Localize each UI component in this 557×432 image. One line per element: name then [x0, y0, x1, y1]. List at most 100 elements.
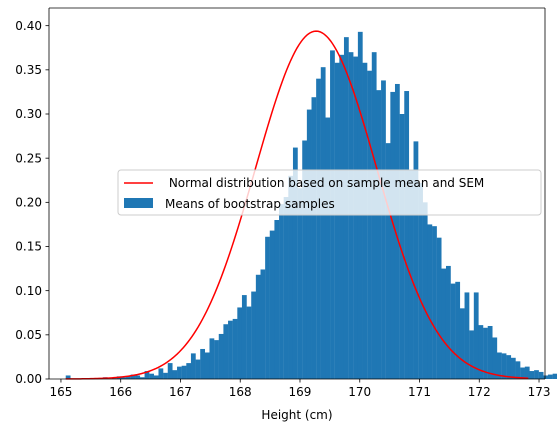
histogram-bar: [251, 291, 257, 379]
histogram-bar: [510, 357, 516, 379]
y-tick-label: 0.00: [15, 372, 42, 386]
histogram-bar: [348, 52, 354, 380]
legend: Normal distribution based on sample mean…: [117, 169, 542, 216]
histogram-bar: [241, 295, 247, 379]
histogram-bar: [181, 365, 187, 379]
histogram-bar: [376, 90, 382, 380]
histogram-bar: [65, 375, 71, 379]
histogram-bar: [112, 378, 117, 379]
histogram-bar: [497, 352, 502, 379]
histogram-bar: [297, 188, 303, 379]
histogram-bar: [246, 306, 252, 379]
histogram-bar: [260, 269, 266, 379]
histogram-bar: [139, 377, 145, 379]
histogram-bar: [195, 359, 201, 379]
histogram-bar: [130, 374, 136, 379]
histogram-bar: [292, 147, 298, 379]
x-tick-label: 172: [468, 385, 491, 399]
x-tick-label: 173: [528, 385, 551, 399]
histogram-bar: [548, 374, 553, 379]
histogram-bar: [408, 169, 414, 379]
histogram-bar: [353, 56, 359, 379]
y-tick-label: 0.20: [15, 196, 42, 210]
y-tick-label: 0.15: [15, 240, 42, 254]
x-axis-title: Height (cm): [261, 408, 332, 422]
histogram-bar: [144, 371, 150, 379]
histogram-bar: [524, 366, 530, 379]
x-axis-ticks: 165 166 167 168 169 170 171 172 173: [49, 379, 550, 399]
normal-curve-line: [65, 30, 529, 380]
histogram-bar: [404, 91, 410, 379]
y-tick-label: 0.40: [15, 19, 42, 33]
x-tick-label: 166: [109, 385, 132, 399]
y-axis-ticks: 0.00 0.05 0.10 0.15 0.20 0.25 0.30 0.35 0.40: [15, 19, 49, 386]
histogram-bar: [283, 197, 289, 379]
histogram-bar: [177, 366, 182, 379]
histogram-bar: [399, 114, 405, 379]
histogram-bar: [427, 224, 433, 379]
histogram-bar: [436, 237, 442, 379]
histogram-bar: [172, 370, 178, 379]
x-tick-label: 168: [229, 385, 252, 399]
histogram-bar: [413, 141, 419, 379]
histogram-bar: [464, 292, 470, 379]
histogram-bar: [218, 333, 224, 379]
histogram-bar: [214, 340, 219, 379]
histogram-bar: [432, 226, 437, 379]
legend-histogram-swatch: [124, 198, 153, 208]
histogram-bar: [543, 375, 549, 379]
histogram-bar: [450, 283, 456, 379]
histogram-bar: [534, 370, 539, 379]
histogram-bar: [390, 91, 396, 380]
histogram-bar: [339, 54, 345, 379]
histogram-bar: [311, 97, 317, 379]
histogram-bar: [492, 337, 498, 379]
histogram-bar: [186, 363, 192, 379]
y-tick-label: 0.35: [15, 63, 42, 77]
histogram-bar: [209, 338, 215, 379]
histogram-bar: [237, 307, 243, 379]
histogram-bar: [469, 330, 474, 379]
histogram-bar: [325, 117, 331, 379]
histogram-bar: [265, 236, 270, 379]
x-tick-label: 171: [408, 385, 431, 399]
histogram-bar: [520, 367, 525, 379]
histogram-bar: [394, 83, 400, 379]
histogram-bar: [529, 371, 535, 379]
histogram-bar: [279, 204, 284, 379]
legend-curve-label: Normal distribution based on sample mean…: [165, 176, 484, 190]
histogram-bar: [190, 353, 196, 379]
histogram-bar: [255, 274, 261, 379]
histogram-bar: [320, 67, 326, 380]
x-tick-label: 167: [169, 385, 192, 399]
legend-histogram-label: Means of bootstrap samples: [165, 197, 335, 211]
x-tick-label: 165: [49, 385, 72, 399]
histogram-bar: [163, 372, 168, 379]
histogram-bar: [385, 143, 391, 379]
histogram-bar: [367, 70, 372, 379]
histogram-bar: [501, 353, 507, 379]
histogram-bar: [418, 182, 423, 379]
histogram-bar: [228, 320, 233, 379]
histogram-bar: [200, 348, 205, 379]
legend-box: [117, 169, 542, 216]
histogram-bar: [422, 202, 428, 379]
histogram-bar: [204, 352, 210, 379]
histogram-bar: [362, 62, 368, 380]
histogram-bar: [302, 140, 308, 379]
histogram-bar: [515, 361, 521, 379]
histogram-bar: [121, 377, 127, 379]
histogram-bar: [135, 375, 141, 379]
histogram-bar: [506, 355, 512, 379]
histogram-bar: [473, 292, 479, 379]
histogram-bar: [306, 109, 312, 379]
histogram-bar: [459, 308, 465, 379]
histogram-bar: [487, 326, 493, 379]
histogram-bar: [483, 327, 488, 379]
y-tick-label: 0.30: [15, 107, 42, 121]
histogram-bar: [371, 52, 377, 380]
histogram-bar: [288, 175, 294, 379]
histogram-bar: [478, 325, 484, 379]
histogram-bar: [334, 62, 340, 380]
